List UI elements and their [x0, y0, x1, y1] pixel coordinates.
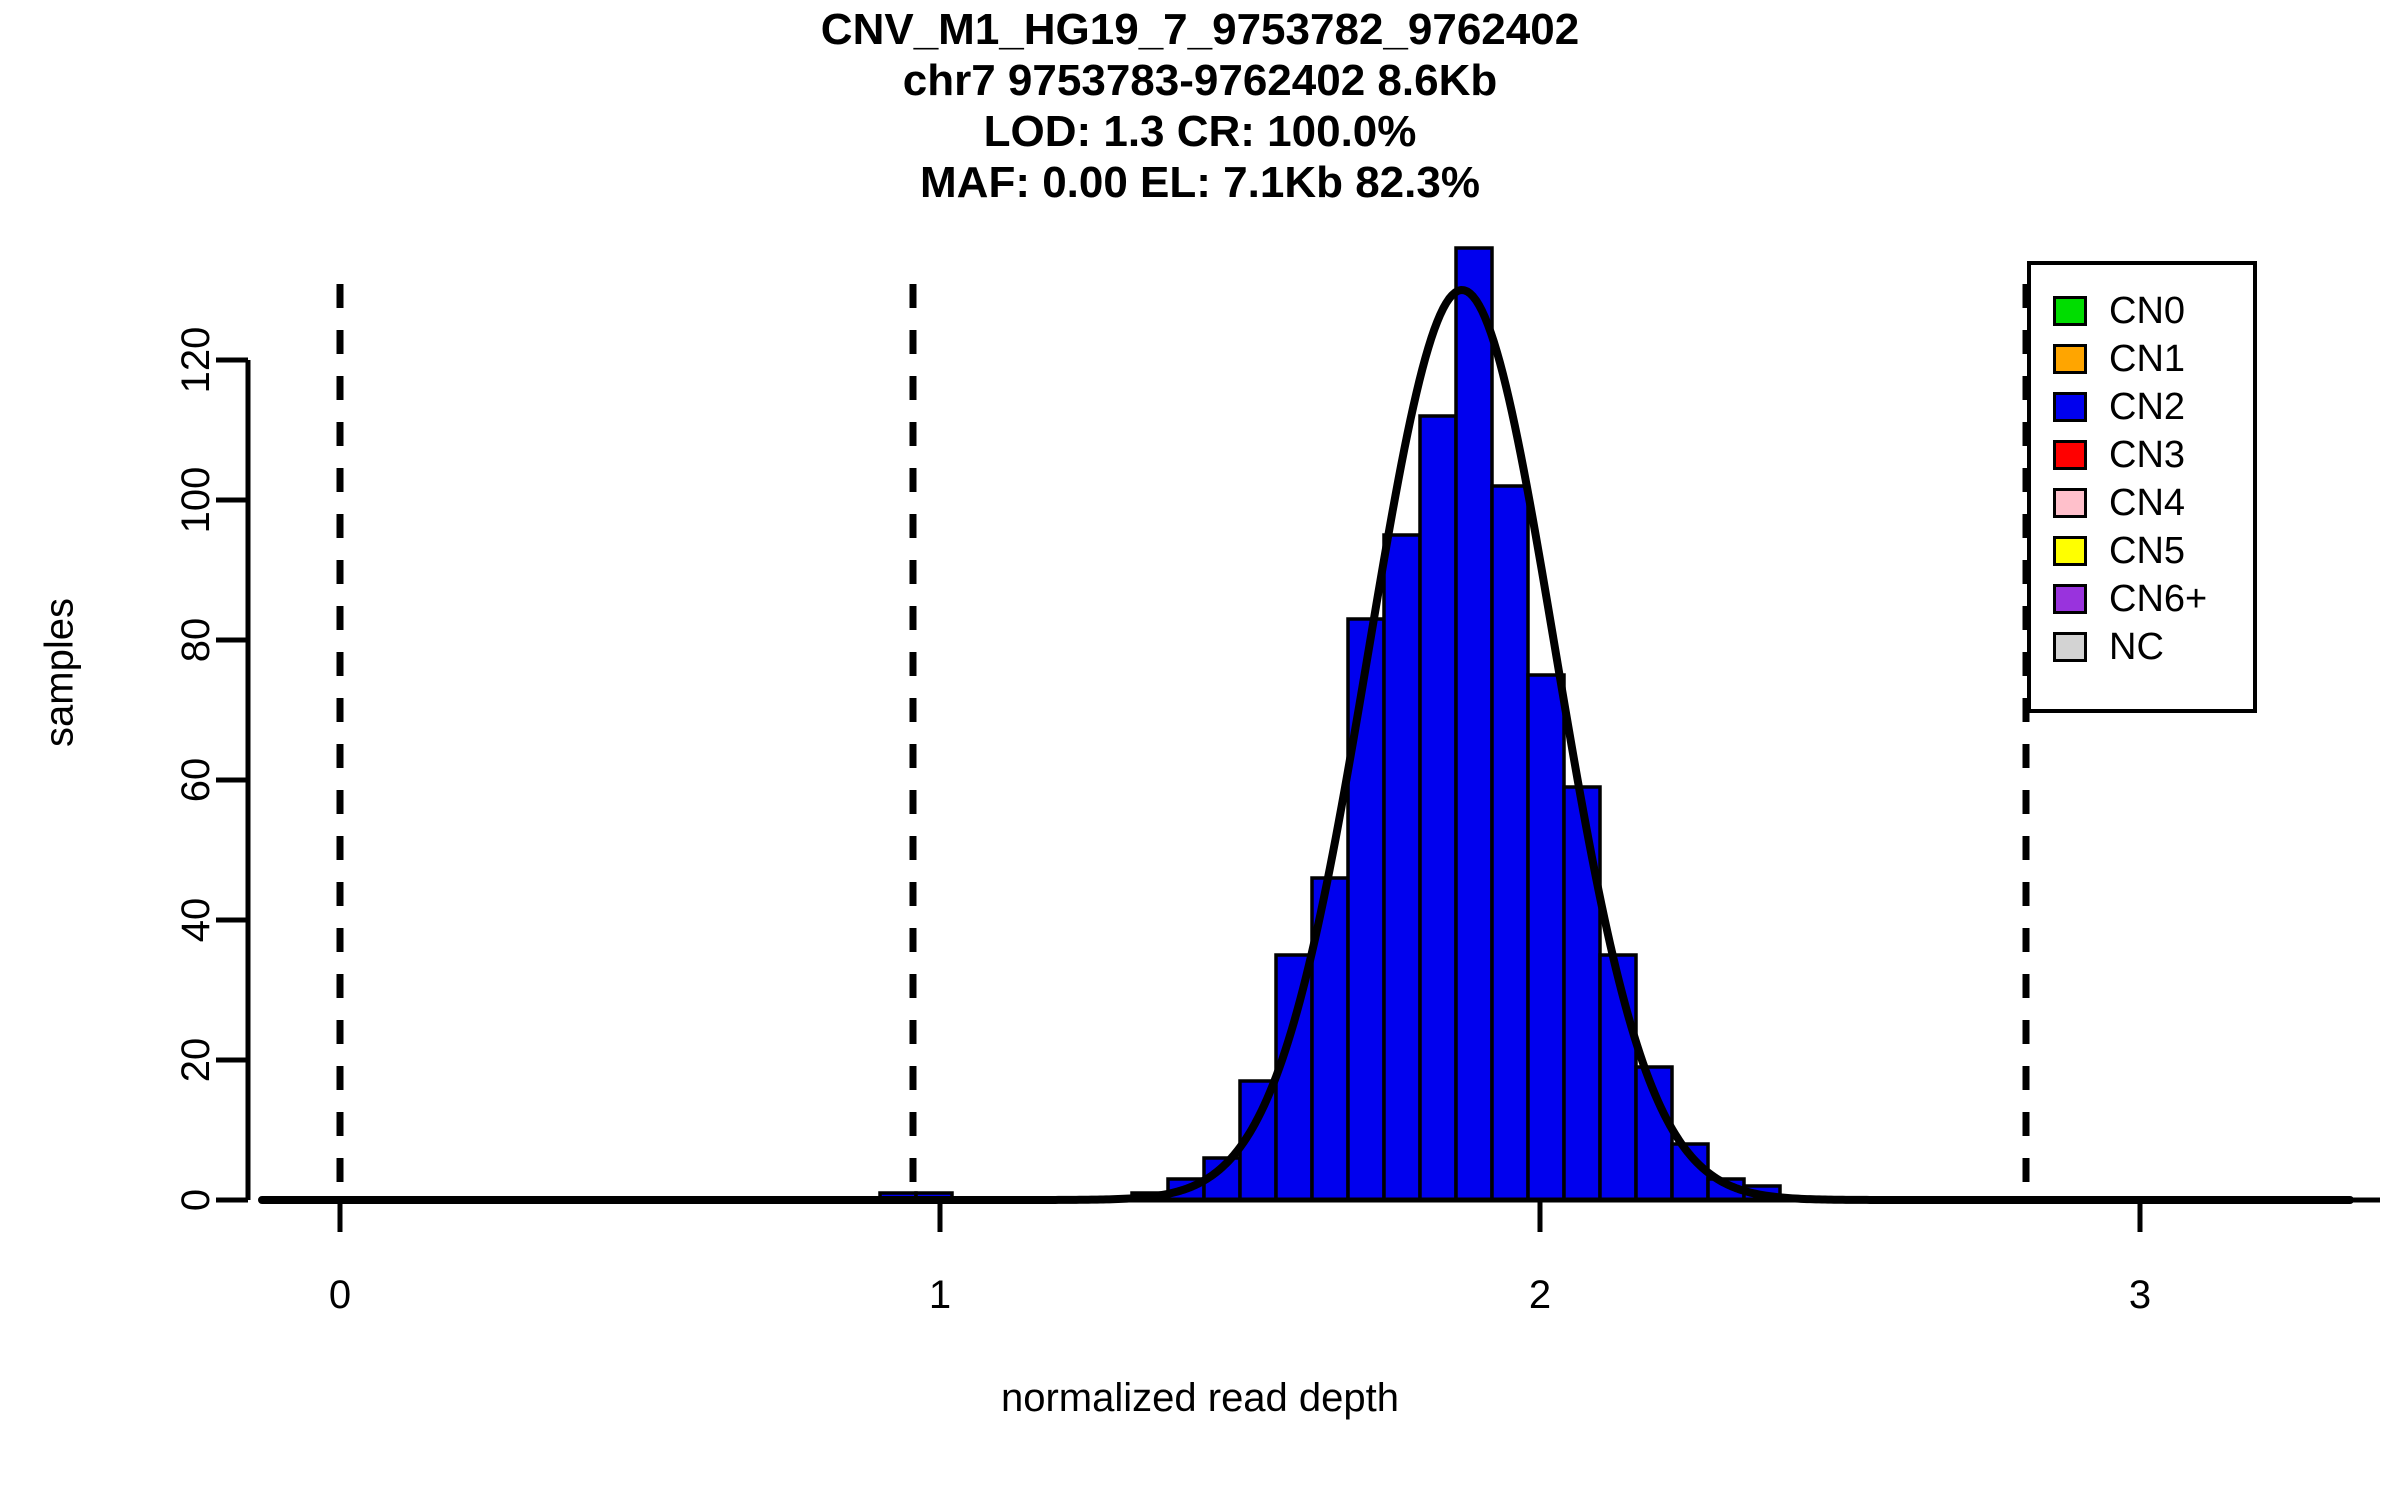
- legend-item-nc[interactable]: NC: [2031, 623, 2253, 671]
- y-tick-label: 80: [174, 618, 218, 663]
- legend-swatch-icon: [2053, 584, 2087, 614]
- legend-item-cn0[interactable]: CN0: [2031, 287, 2253, 335]
- legend-item-cn4[interactable]: CN4: [2031, 479, 2253, 527]
- y-tick-label: 40: [174, 898, 218, 943]
- histogram-bar: [1490, 484, 1530, 1202]
- x-tick-label: 1: [929, 1273, 951, 1317]
- x-tick-label: 2: [1529, 1273, 1551, 1317]
- legend-swatch-icon: [2053, 632, 2087, 662]
- y-tick-label: 120: [174, 327, 218, 394]
- legend-item-label: CN2: [2109, 386, 2186, 428]
- legend-item-label: NC: [2109, 626, 2164, 668]
- legend-item-cn6plus[interactable]: CN6+: [2031, 575, 2253, 623]
- y-tick-label: 60: [174, 758, 218, 803]
- y-axis-title: samples: [37, 598, 82, 747]
- legend: CN0 CN1 CN2 CN3 CN4 CN5 CN6+ NC: [2027, 261, 2257, 713]
- title-line-4: MAF: 0.00 EL: 7.1Kb 82.3%: [920, 158, 1480, 207]
- legend-swatch-icon: [2053, 488, 2087, 518]
- histogram-bar: [1382, 533, 1422, 1202]
- x-tick-label: 3: [2129, 1273, 2151, 1317]
- legend-swatch-icon: [2053, 392, 2087, 422]
- legend-item-cn3[interactable]: CN3: [2031, 431, 2253, 479]
- x-axis: 0 1 2 3: [285, 1197, 2380, 1317]
- title-line-3: LOD: 1.3 CR: 100.0%: [983, 107, 1417, 156]
- histogram-bar: [1562, 785, 1602, 1202]
- histogram-bar: [1526, 673, 1566, 1202]
- histogram-bar: [1454, 246, 1494, 1202]
- x-tick-label: 0: [329, 1273, 351, 1317]
- legend-item-label: CN1: [2109, 338, 2186, 380]
- chart-title: CNV_M1_HG19_7_9753782_9762402 chr7 97537…: [0, 4, 2400, 208]
- title-line-2: chr7 9753783-9762402 8.6Kb: [902, 56, 1498, 105]
- histogram-bar: [1274, 953, 1314, 1202]
- histogram-bar: [1598, 953, 1638, 1202]
- legend-item-label: CN3: [2109, 434, 2186, 476]
- legend-items: CN0 CN1 CN2 CN3 CN4 CN5 CN6+ NC: [2031, 287, 2253, 671]
- legend-item-label: CN0: [2109, 290, 2186, 332]
- histogram-bar: [1346, 617, 1386, 1202]
- legend-item-cn2[interactable]: CN2: [2031, 383, 2253, 431]
- histogram-bars: [878, 246, 1782, 1202]
- legend-item-label: CN4: [2109, 482, 2186, 524]
- legend-swatch-icon: [2053, 296, 2087, 326]
- x-axis-title: normalized read depth: [1000, 1376, 1400, 1420]
- legend-item-label: CN5: [2109, 530, 2186, 572]
- legend-item-cn1[interactable]: CN1: [2031, 335, 2253, 383]
- histogram-bar: [1418, 414, 1458, 1202]
- legend-item-cn5[interactable]: CN5: [2031, 527, 2253, 575]
- legend-swatch-icon: [2053, 440, 2087, 470]
- y-tick-label: 100: [174, 467, 218, 534]
- cn-threshold-lines: [336, 284, 2030, 1200]
- y-tick-label: 20: [174, 1038, 218, 1083]
- title-line-1: CNV_M1_HG19_7_9753782_9762402: [820, 5, 1580, 54]
- legend-item-label: CN6+: [2109, 578, 2208, 620]
- legend-swatch-icon: [2053, 536, 2087, 566]
- y-tick-label: 0: [174, 1189, 218, 1211]
- y-axis: 0 20 40 60 80 100 120: [174, 327, 251, 1211]
- legend-swatch-icon: [2053, 344, 2087, 374]
